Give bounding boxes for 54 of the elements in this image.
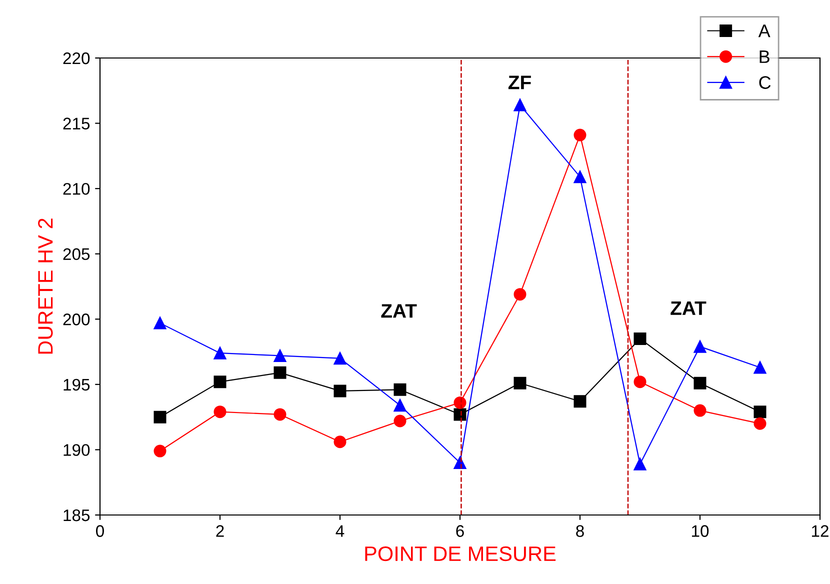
x-tick-label: 8 xyxy=(576,525,584,537)
point xyxy=(274,408,286,421)
point xyxy=(754,406,766,418)
x-tick-label: 4 xyxy=(336,525,344,537)
point xyxy=(694,404,706,417)
point xyxy=(274,366,286,379)
point xyxy=(394,414,406,428)
annotation: ZF xyxy=(508,76,531,90)
point xyxy=(694,376,706,390)
point xyxy=(754,417,766,430)
x-tick-label: 2 xyxy=(216,525,224,537)
point xyxy=(454,408,466,421)
y-tick-label: 195 xyxy=(64,378,90,391)
point xyxy=(634,332,646,345)
x-tick-label: 12 xyxy=(812,525,828,537)
point xyxy=(514,98,526,112)
y-tick-label: 200 xyxy=(63,314,90,326)
y-tick-label: 190 xyxy=(64,444,90,456)
point xyxy=(634,376,646,388)
point xyxy=(514,376,526,390)
x-axis-title: POINT DE MESURE xyxy=(365,546,556,562)
y-axis-title: DURETE HV 2 xyxy=(38,218,53,354)
point xyxy=(514,288,526,301)
y-tick-label: 220 xyxy=(63,52,90,64)
point xyxy=(214,376,226,388)
x-tick-label: 6 xyxy=(456,525,464,537)
point xyxy=(634,458,646,470)
point xyxy=(394,383,406,396)
point xyxy=(694,340,706,353)
x-tick-label: 0 xyxy=(96,525,104,537)
legend-label: A xyxy=(758,24,770,38)
point xyxy=(154,410,166,424)
annotation: ZAT xyxy=(670,301,706,315)
point xyxy=(394,399,406,412)
point xyxy=(334,436,346,448)
point xyxy=(274,349,286,362)
y-tick-label: 210 xyxy=(63,182,90,195)
y-tick-label: 205 xyxy=(63,248,90,260)
point xyxy=(334,384,346,398)
point xyxy=(574,170,586,184)
point xyxy=(754,361,766,374)
point xyxy=(574,128,586,142)
legend-label: B xyxy=(760,50,770,63)
point xyxy=(214,346,226,360)
point xyxy=(574,395,586,408)
point xyxy=(334,352,346,365)
y-tick-label: 215 xyxy=(63,118,90,130)
x-tick-label: 10 xyxy=(692,525,709,537)
point xyxy=(214,406,226,418)
point xyxy=(154,444,166,458)
y-tick-label: 185 xyxy=(64,509,90,522)
point xyxy=(154,316,166,330)
legend-label: C xyxy=(759,76,771,89)
annotation: ZAT xyxy=(381,304,417,318)
